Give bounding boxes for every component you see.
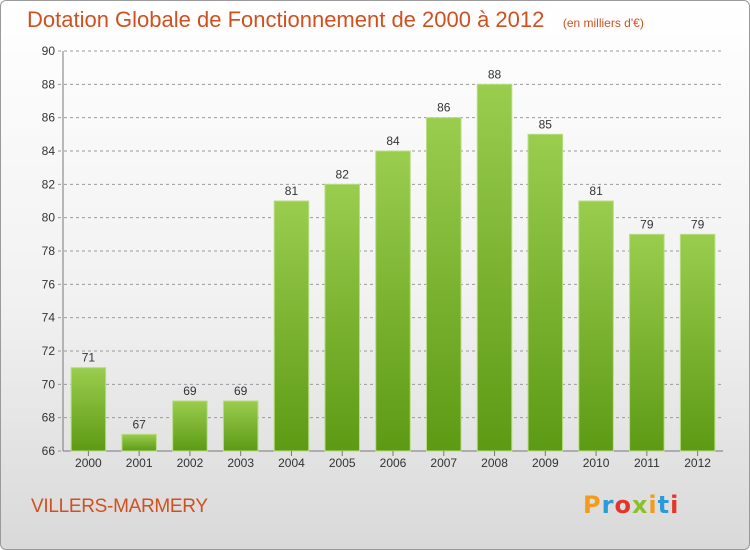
bar-2004 <box>273 200 310 452</box>
bar-2000 <box>70 367 107 452</box>
bar-2010 <box>578 200 614 452</box>
bar-2009 <box>527 133 564 452</box>
chart-unit: (en milliers d'€) <box>562 16 644 30</box>
y-tick-label: 86 <box>42 111 56 125</box>
y-tick-label: 68 <box>42 411 56 425</box>
chart-title-row: Dotation Globale de Fonctionnement de 20… <box>27 7 644 33</box>
x-tick-label-2005: 2005 <box>329 456 356 470</box>
proxiti-logo: Proxiti <box>583 491 680 519</box>
commune-name: VILLERS-MARMERY <box>31 496 208 517</box>
data-label-2010: 81 <box>589 184 603 198</box>
y-tick-label: 84 <box>42 144 56 158</box>
data-label-2007: 86 <box>437 101 451 115</box>
data-label-2011: 79 <box>640 217 654 231</box>
y-tick-label: 74 <box>42 311 56 325</box>
x-tick-label-2001: 2001 <box>126 456 153 470</box>
bar-2011 <box>629 233 665 452</box>
bar-2002 <box>172 400 208 452</box>
bar-2007 <box>426 117 462 452</box>
data-label-2001: 67 <box>132 417 146 431</box>
x-tick-label-2009: 2009 <box>532 456 559 470</box>
x-tick-label-2002: 2002 <box>177 456 204 470</box>
bar-2005 <box>324 183 360 452</box>
y-tick-label: 90 <box>42 44 56 58</box>
bar-2003 <box>222 400 259 452</box>
bar-2006 <box>375 150 411 452</box>
data-label-2008: 88 <box>488 67 502 81</box>
y-tick-label: 72 <box>42 344 56 358</box>
data-label-2012: 79 <box>691 217 705 231</box>
y-tick-label: 66 <box>42 444 56 458</box>
bar-2008 <box>476 83 513 452</box>
y-tick-label: 88 <box>42 77 56 91</box>
chart-title: Dotation Globale de Fonctionnement de 20… <box>27 7 545 32</box>
y-tick-label: 70 <box>42 377 56 391</box>
x-tick-label-2003: 2003 <box>227 456 254 470</box>
x-tick-label-2012: 2012 <box>684 456 711 470</box>
bar-2001 <box>121 433 157 452</box>
data-label-2006: 84 <box>386 134 400 148</box>
x-tick-label-2004: 2004 <box>278 456 305 470</box>
bar-2012 <box>679 233 716 452</box>
x-tick-label-2000: 2000 <box>75 456 102 470</box>
x-tick-label-2008: 2008 <box>481 456 508 470</box>
data-label-2003: 69 <box>234 384 248 398</box>
data-label-2009: 85 <box>539 117 553 131</box>
y-tick-label: 80 <box>42 211 56 225</box>
y-tick-label: 76 <box>42 277 56 291</box>
x-tick-label-2010: 2010 <box>583 456 610 470</box>
y-tick-label: 82 <box>42 177 56 191</box>
x-tick-label-2007: 2007 <box>430 456 457 470</box>
x-tick-label-2006: 2006 <box>380 456 407 470</box>
data-label-2005: 82 <box>336 167 350 181</box>
x-tick-label-2011: 2011 <box>634 456 660 470</box>
data-label-2004: 81 <box>285 184 299 198</box>
data-label-2002: 69 <box>183 384 197 398</box>
y-tick-label: 78 <box>42 244 56 258</box>
data-label-2000: 71 <box>82 351 96 365</box>
